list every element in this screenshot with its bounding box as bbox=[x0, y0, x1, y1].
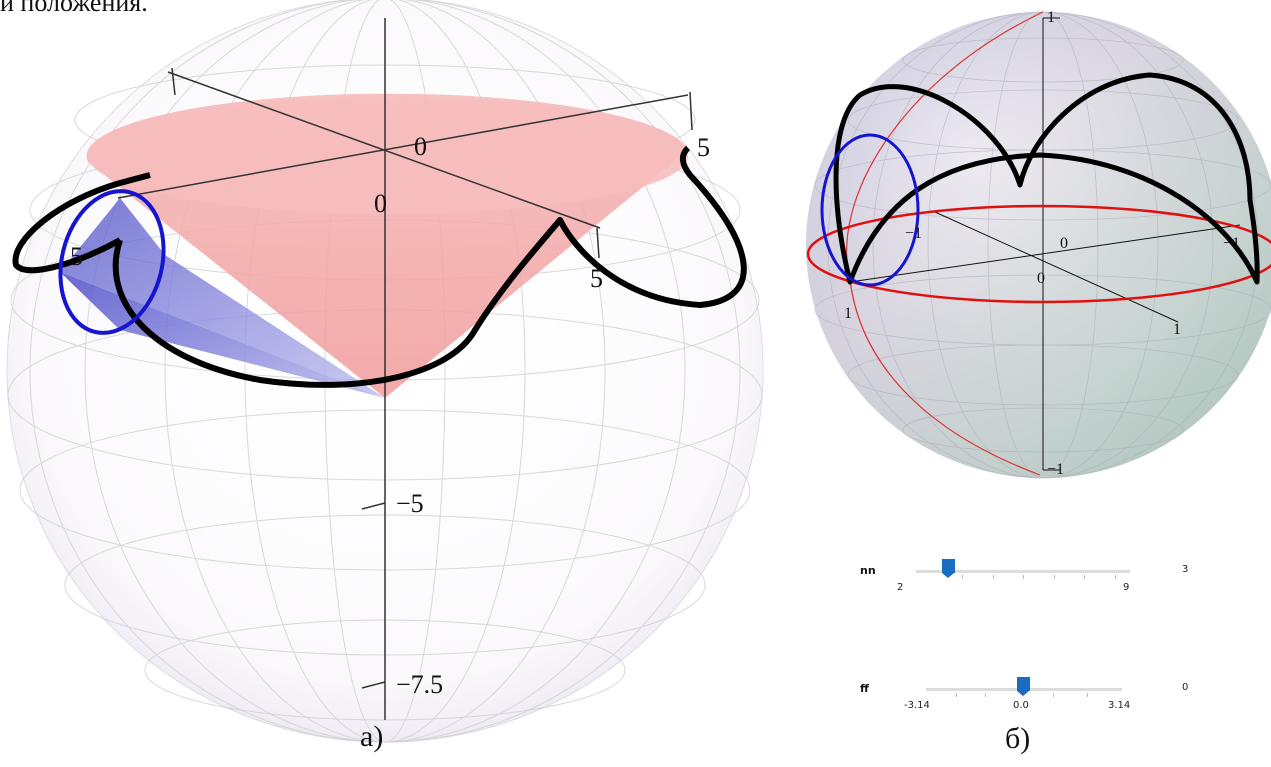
slider-nn[interactable]: nn 2 9 3 bbox=[860, 559, 1200, 606]
a-right-5-label: 5 bbox=[697, 133, 710, 162]
b-origin-0-label: 0 bbox=[1060, 235, 1068, 252]
panel-a-caption: а) bbox=[360, 720, 384, 753]
slider-ff-name: ff bbox=[860, 682, 869, 695]
a-left-5-label: 5 bbox=[70, 242, 83, 271]
a-right-lower-5-label: 5 bbox=[590, 264, 603, 293]
black-curve-b bbox=[833, 72, 1260, 285]
panel-b-caption: б) bbox=[1005, 722, 1031, 755]
slider-ff-mid: 0.0 bbox=[1013, 700, 1029, 711]
a-origin-mid-label: 0 bbox=[374, 189, 387, 218]
a-origin-top-label: 0 bbox=[414, 132, 427, 161]
slider-ff[interactable]: ff -3.14 0.0 3.14 0 bbox=[860, 677, 1200, 724]
top-caption-fragment: и положения. bbox=[0, 0, 148, 17]
panel-b-axes bbox=[849, 17, 1241, 471]
a-minus7-5-label: −7.5 bbox=[396, 670, 443, 699]
panel-a-axes bbox=[117, 18, 693, 720]
b-left-m1-label: −1 bbox=[905, 225, 922, 242]
slider-nn-max: 9 bbox=[1123, 582, 1130, 593]
black-curve-a bbox=[12, 145, 747, 388]
blue-cone-upper bbox=[60, 198, 385, 398]
slider-nn-thumb[interactable] bbox=[942, 559, 955, 578]
panel-b-figure: 1 −1 −1 −1 0 0 1 1 bbox=[806, 9, 1271, 479]
panel-a-figure: 0 0 5 5 5 −5 −7.5 bbox=[6, 0, 764, 743]
b-right-m1-label: −1 bbox=[1223, 235, 1240, 252]
b-bottom-m1-label: −1 bbox=[1047, 461, 1064, 478]
b-front-1b-label: 1 bbox=[1173, 321, 1181, 338]
slider-ff-max: 3.14 bbox=[1108, 700, 1131, 711]
slider-nn-track[interactable] bbox=[916, 570, 1130, 573]
red-circle-b bbox=[806, 204, 1271, 304]
b-top-1-label: 1 bbox=[1047, 9, 1055, 26]
slider-nn-min: 2 bbox=[897, 582, 904, 593]
slider-ff-thumb[interactable] bbox=[1017, 677, 1030, 696]
b-origin-0b-label: 0 bbox=[1037, 270, 1045, 287]
b-front-1a-label: 1 bbox=[844, 305, 852, 322]
blue-circle-b bbox=[820, 133, 920, 287]
pink-cone-rim bbox=[88, 98, 688, 214]
slider-ff-min: -3.14 bbox=[904, 700, 930, 711]
slider-nn-name: nn bbox=[860, 564, 876, 577]
a-minus5-label: −5 bbox=[396, 489, 424, 518]
blue-circle-a bbox=[58, 189, 166, 335]
slider-nn-value: 3 bbox=[1182, 564, 1189, 575]
slider-ff-value: 0 bbox=[1182, 682, 1189, 693]
